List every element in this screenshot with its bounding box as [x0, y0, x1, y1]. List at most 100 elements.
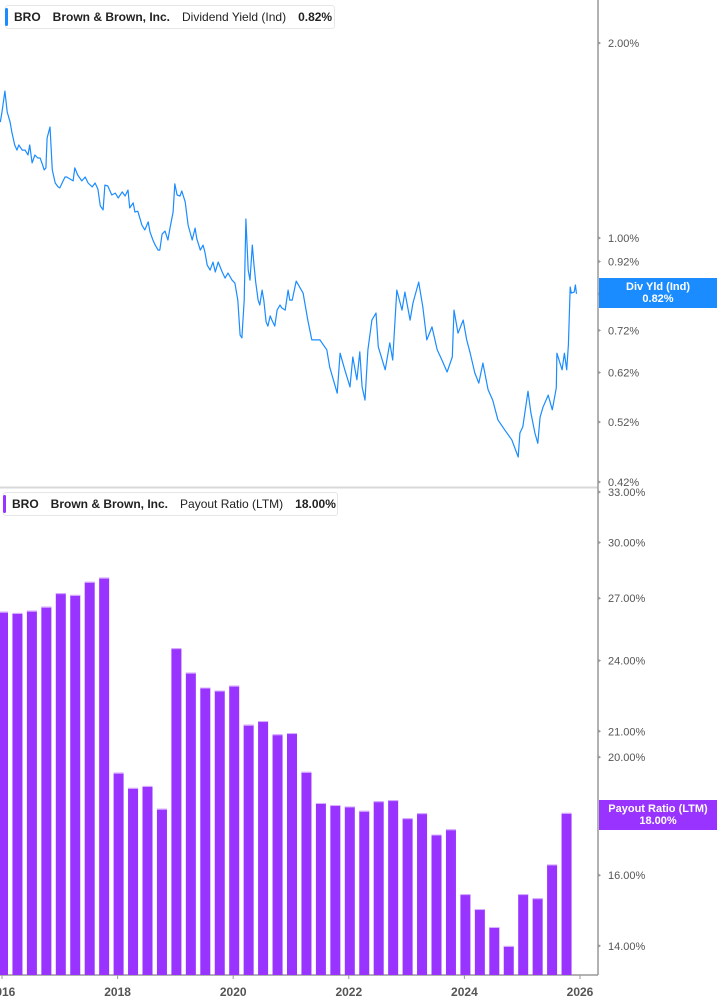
y-tick-mark [598, 873, 601, 878]
x-tick-label: 2024 [451, 985, 478, 999]
y-tick-label: 0.92% [608, 256, 639, 268]
y-tick-mark [598, 236, 601, 240]
legend-accent [5, 8, 8, 26]
payout-bar [171, 648, 182, 975]
payout-bar-top [561, 812, 572, 814]
payout-bar [214, 690, 225, 975]
payout-bar-top [402, 818, 413, 820]
payout-bar [272, 734, 283, 975]
legend-value: 18.00% [295, 497, 336, 511]
payout-bar-top [518, 894, 529, 896]
payout-bar-top [200, 687, 211, 689]
payout-bar-top [26, 610, 37, 612]
payout-bar [301, 771, 312, 975]
y-tick-label: 20.00% [608, 752, 646, 764]
y-tick-label: 33.00% [608, 487, 646, 499]
payout-bar [99, 577, 110, 975]
y-tick-mark [598, 658, 601, 663]
y-tick-label: 30.00% [608, 537, 646, 549]
payout-bar-top [301, 771, 312, 773]
payout-bar [561, 812, 572, 975]
legend-accent [3, 495, 6, 513]
payout-bar [417, 813, 428, 975]
payout-bar [315, 802, 326, 975]
payout-bar [532, 898, 543, 975]
payout-bar [287, 733, 297, 975]
y-tick-mark [598, 370, 601, 375]
y-tick-mark [598, 729, 601, 734]
payout-bar-top [113, 772, 124, 774]
payout-bar [388, 800, 399, 975]
x-tick-label: 2026 [567, 985, 594, 999]
payout-bar-top [272, 734, 283, 736]
legend-metric: Dividend Yield (Ind) [182, 10, 287, 24]
tag-label: Div Yld (Ind) [626, 281, 690, 293]
x-tick-label: 2020 [220, 985, 247, 999]
payout-bar [156, 808, 167, 975]
payout-bar [547, 864, 558, 975]
dividend-yield-tag: Div Yld (Ind) 0.82% [599, 278, 717, 308]
payout-bar [431, 834, 442, 975]
y-tick-mark [598, 943, 601, 948]
payout-bar-top [431, 834, 442, 836]
payout-bar-top [489, 926, 500, 928]
x-tick-label: 2016 [0, 985, 16, 999]
legend-value: 0.82% [298, 10, 333, 24]
dividend-yield-line [0, 90, 578, 458]
payout-bar-top [503, 945, 514, 947]
payout-bar [185, 672, 196, 975]
y-tick-label: 2.00% [608, 38, 639, 50]
payout-bar [373, 801, 384, 975]
payout-ratio-tag: Payout Ratio (LTM) 18.00% [599, 800, 717, 830]
legend-ticker: BRO [12, 497, 39, 511]
payout-bar-top [70, 594, 81, 596]
y-tick-label: 1.00% [608, 233, 639, 245]
payout-bar-top [532, 898, 543, 900]
payout-bar-top [0, 611, 8, 613]
payout-bar [503, 945, 514, 975]
y-tick-mark [598, 41, 601, 46]
payout-bar-top [229, 685, 240, 687]
payout-bar [489, 926, 500, 975]
payout-bar-top [547, 864, 558, 866]
payout-bar-top [55, 593, 66, 595]
payout-bar-top [142, 785, 153, 787]
y-tick-mark [598, 540, 601, 545]
payout-bar-top [344, 806, 355, 808]
payout-bar [402, 818, 413, 975]
payout-bar [128, 787, 139, 975]
payout-bar-top [373, 801, 384, 803]
payout-bar [258, 721, 269, 975]
y-tick-mark [598, 328, 601, 333]
y-tick-label: 27.00% [608, 593, 646, 605]
payout-bar-top [258, 721, 269, 723]
y-tick-label: 0.42% [608, 477, 639, 489]
payout-bar [55, 593, 66, 975]
payout-bar [0, 611, 8, 975]
payout-bar [344, 806, 355, 975]
payout-bar [200, 687, 211, 975]
y-tick-mark [598, 490, 601, 494]
payout-bar-top [287, 733, 297, 735]
payout-bar [330, 805, 341, 975]
payout-bar [70, 594, 81, 975]
tag-value: 18.00% [639, 815, 677, 827]
bottom-legend: BRO Brown & Brown, Inc. Payout Ratio (LT… [3, 492, 338, 516]
payout-bar-top [315, 802, 326, 804]
payout-bar-top [128, 787, 139, 789]
payout-bar [84, 581, 95, 975]
y-tick-label: 14.00% [608, 941, 646, 953]
y-tick-mark [598, 755, 601, 760]
payout-bar [445, 829, 456, 975]
payout-bar-top [41, 606, 52, 608]
payout-bar [460, 894, 471, 975]
payout-bar-top [214, 690, 225, 692]
legend-ticker: BRO [14, 10, 41, 24]
x-tick-label: 2022 [335, 985, 362, 999]
y-tick-label: 16.00% [608, 870, 646, 882]
payout-bar-top [12, 612, 23, 614]
payout-bar [26, 610, 37, 975]
payout-bar [243, 724, 254, 975]
payout-bar-top [460, 894, 471, 896]
